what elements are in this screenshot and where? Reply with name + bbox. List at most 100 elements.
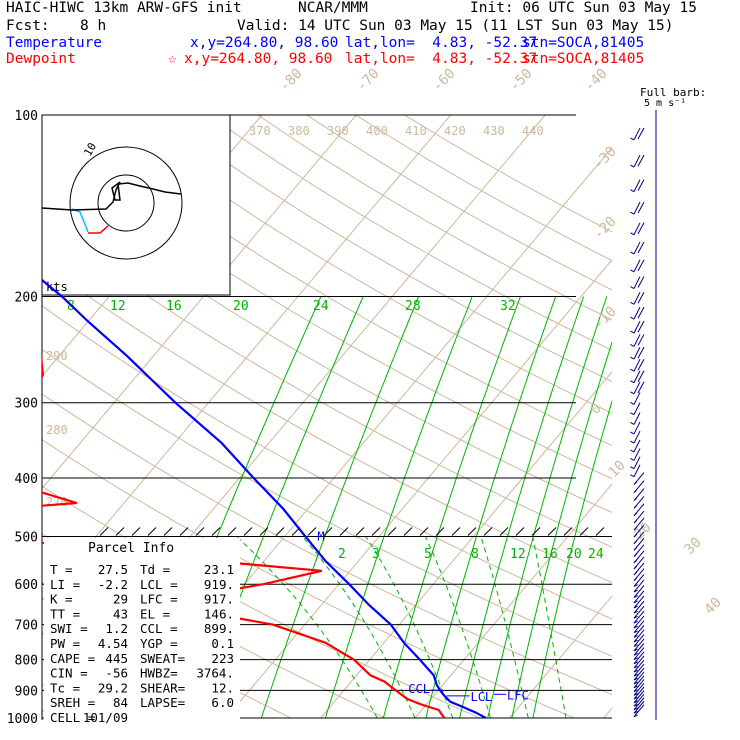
wind-barb [633, 700, 645, 714]
wind-barb [630, 392, 641, 405]
mixing-ratio-line [487, 296, 608, 719]
wind-barb [633, 605, 645, 619]
dry-adiabat-line [257, 115, 612, 321]
wind-barb [630, 179, 645, 193]
isotherm-line [603, 707, 612, 719]
dewpoint-legend-label: Dewpoint [6, 51, 76, 67]
hatch-mark [275, 527, 285, 536]
wind-barb [633, 503, 645, 517]
barb-flag [637, 276, 645, 288]
barb-flag [633, 370, 641, 383]
isotherm-line [42, 115, 452, 602]
barb-staff [630, 269, 635, 273]
hatch-mark [163, 527, 173, 536]
wind-barb [633, 667, 645, 681]
mixing-ratio-label: 8 [471, 547, 479, 562]
barb-staff [630, 449, 635, 453]
barb-flag [633, 655, 645, 669]
barb-flag [633, 524, 645, 538]
annotation-lcl: LCL [470, 690, 492, 704]
dewpoint-profile [42, 354, 446, 719]
wind-barb [630, 241, 645, 255]
wind-barb [633, 472, 645, 485]
moist-adiabat-line [236, 536, 378, 719]
parcel-key: SWI = [50, 621, 88, 636]
theta-label: 420 [444, 124, 466, 138]
parcel-value: 6.0 [211, 695, 234, 710]
wind-barb [630, 430, 641, 444]
isotherm-line [509, 595, 612, 719]
parcel-value: 29 [113, 592, 128, 607]
theta-label: 410 [405, 124, 427, 138]
barb-flag [633, 638, 645, 652]
parcel-value: 4.54 [98, 636, 128, 651]
barb-flag [633, 700, 645, 714]
barb-flag [633, 201, 641, 215]
dry-adiabat-line [306, 115, 612, 291]
wind-barb [633, 531, 645, 545]
barb-flag [633, 439, 641, 453]
isotherm-line [42, 115, 357, 490]
barb-flag [633, 392, 641, 405]
wind-barb [633, 537, 645, 551]
hodograph-units: kts [46, 280, 68, 294]
dewpoint-xy: x,y=264.80, 98.60 [184, 51, 333, 67]
barb-flag [633, 421, 641, 435]
barb-flag [637, 320, 645, 333]
pressure-tick-label: 100 [15, 109, 38, 124]
hatch-mark [339, 527, 349, 536]
parcel-value: 899. [204, 621, 234, 636]
hodograph-trace-upper [41, 181, 182, 211]
barb-flag [633, 358, 641, 372]
fcst-value: 8 h [80, 18, 107, 34]
barb-flag [633, 585, 645, 598]
barb-staff [630, 402, 635, 405]
wind-barb [633, 488, 645, 501]
hatch-mark [147, 527, 157, 536]
wind-barb [633, 697, 645, 711]
barb-flag [633, 346, 641, 360]
mixing-ratio-label: 3 [372, 547, 380, 562]
barb-flag [633, 495, 645, 509]
hatch-mark [547, 527, 557, 536]
mixing-ratio-label: 32 [500, 299, 516, 314]
wind-barb [630, 127, 645, 141]
wind-barb [630, 259, 645, 273]
parcel-value: 0.1 [211, 636, 234, 651]
hodograph-ring-label: 10 [81, 141, 99, 159]
barb-staff [630, 368, 635, 372]
parcel-panel-bg [44, 538, 240, 723]
barb-staff [630, 316, 635, 320]
hatch-mark [579, 527, 589, 536]
dry-adiabat-line [42, 439, 575, 719]
hatch-mark [115, 527, 125, 536]
barb-staff [630, 137, 635, 141]
parcel-key: SWEAT= [140, 651, 185, 666]
wind-barb [633, 574, 645, 587]
theta-label: 370 [249, 124, 271, 138]
barb-flag [633, 448, 641, 461]
dry-adiabat-line [110, 115, 612, 414]
barb-staff [630, 164, 635, 168]
wind-barb [630, 439, 641, 453]
wind-barb [630, 346, 645, 360]
temperature-xy: x,y=264.80, 98.60 [190, 35, 339, 51]
barb-staff [630, 344, 635, 347]
mixing-ratio-line [532, 399, 612, 719]
barb-staff [630, 422, 635, 425]
parcel-key: CCL = [140, 621, 178, 636]
temperature-latlon: lat,lon= 4.83, -52.37 [345, 35, 538, 51]
wind-barb [633, 704, 645, 718]
hatch-mark [435, 527, 445, 536]
barb-flag [633, 480, 645, 494]
hatch-mark [131, 527, 141, 536]
barb-flag [633, 517, 645, 531]
wind-barb [633, 595, 645, 609]
barb-flag [633, 472, 645, 485]
annotation-ccl: CCL [408, 682, 430, 696]
wind-barb [630, 448, 641, 461]
mixing-ratio-label: 24 [313, 299, 329, 314]
wind-barb [630, 464, 641, 478]
hatch-mark [371, 527, 381, 536]
wind-barb [630, 421, 641, 435]
